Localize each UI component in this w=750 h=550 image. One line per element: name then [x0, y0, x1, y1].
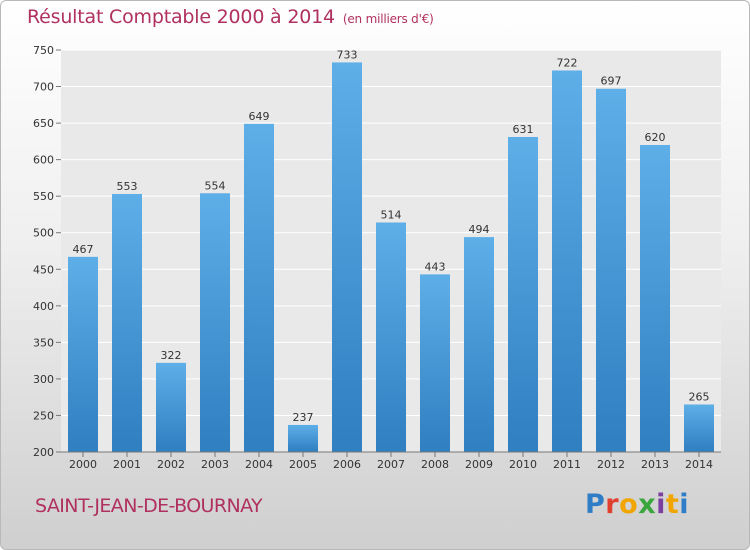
bars: 467 553 322 554 649 237 733 514 443 494 631 722 697 6…: [68, 48, 714, 453]
data-label-2001: 553: [117, 180, 138, 193]
bar-2004: [244, 123, 274, 453]
y-axis-ticks: 200 250 300 350 400 450 500 550 600 650 700 750: [33, 44, 61, 459]
data-label-2013: 620: [645, 131, 666, 144]
bar-2011: [552, 70, 582, 452]
data-label-2002: 322: [161, 349, 182, 362]
data-label-2011: 722: [557, 56, 578, 69]
bar-2005: [288, 424, 318, 452]
logo-letter: i: [656, 489, 666, 520]
data-label-2003: 554: [205, 179, 226, 192]
logo-letter: i: [679, 489, 690, 520]
chart-title-text: Résultat Comptable 2000 à 2014: [27, 6, 335, 28]
x-tick-label: 2006: [333, 458, 361, 471]
y-tick-label: 250: [33, 409, 54, 422]
y-tick-label: 700: [33, 81, 54, 94]
y-tick-label: 400: [33, 300, 54, 313]
y-tick-label: 300: [33, 373, 54, 386]
bar-2002: [156, 362, 186, 452]
proxiti-logo: Proxiti: [585, 489, 689, 520]
data-label-2010: 631: [513, 123, 534, 136]
data-label-2007: 514: [381, 208, 402, 221]
logo-letter: o: [619, 489, 639, 520]
data-label-2008: 443: [425, 260, 446, 273]
x-tick-label: 2014: [685, 458, 713, 471]
data-label-2000: 467: [73, 243, 94, 256]
y-tick-label: 200: [33, 446, 54, 459]
x-tick-label: 2009: [465, 458, 493, 471]
data-label-2012: 697: [601, 75, 622, 88]
logo-letter: x: [638, 489, 657, 520]
x-tick-label: 2000: [69, 458, 97, 471]
bar-2003: [200, 193, 230, 452]
bar-2014: [684, 404, 714, 452]
x-tick-label: 2005: [289, 458, 317, 471]
bar-2008: [420, 274, 450, 452]
bar-2010: [508, 136, 538, 452]
x-tick-label: 2013: [641, 458, 669, 471]
y-tick-label: 550: [33, 190, 54, 203]
x-axis-ticks: 2000 2001 2002 2003 2004 2005 2006 2007 2008 2009…: [69, 452, 713, 471]
chart-subtitle: (en milliers d'€): [342, 12, 434, 26]
x-tick-label: 2004: [245, 458, 273, 471]
data-label-2006: 733: [337, 48, 358, 61]
data-label-2014: 265: [689, 390, 710, 403]
x-tick-label: 2012: [597, 458, 625, 471]
x-tick-label: 2001: [113, 458, 141, 471]
data-label-2005: 237: [293, 411, 314, 424]
y-tick-label: 650: [33, 117, 54, 130]
bar-2007: [376, 222, 406, 452]
bar-2009: [464, 237, 494, 452]
x-tick-label: 2003: [201, 458, 229, 471]
data-label-2004: 649: [249, 110, 270, 123]
bar-2001: [112, 193, 142, 453]
x-tick-label: 2008: [421, 458, 449, 471]
commune-name: SAINT-JEAN-DE-BOURNAY: [35, 495, 263, 517]
bar-2000: [68, 256, 98, 452]
y-tick-label: 750: [33, 44, 54, 57]
chart-title: Résultat Comptable 2000 à 2014 (en millie…: [27, 6, 434, 28]
logo-letter: r: [605, 489, 620, 520]
x-tick-label: 2010: [509, 458, 537, 471]
x-tick-label: 2007: [377, 458, 405, 471]
data-label-2009: 494: [469, 223, 490, 236]
bar-2006: [332, 62, 362, 453]
logo-letter: P: [585, 489, 606, 520]
y-tick-label: 450: [33, 263, 54, 276]
bar-2012: [596, 88, 626, 452]
x-tick-label: 2011: [553, 458, 581, 471]
y-tick-label: 600: [33, 154, 54, 167]
logo-letter: t: [665, 489, 680, 520]
bar-2013: [640, 145, 670, 452]
x-tick-label: 2002: [157, 458, 185, 471]
y-tick-label: 350: [33, 336, 54, 349]
y-tick-label: 500: [33, 227, 54, 240]
